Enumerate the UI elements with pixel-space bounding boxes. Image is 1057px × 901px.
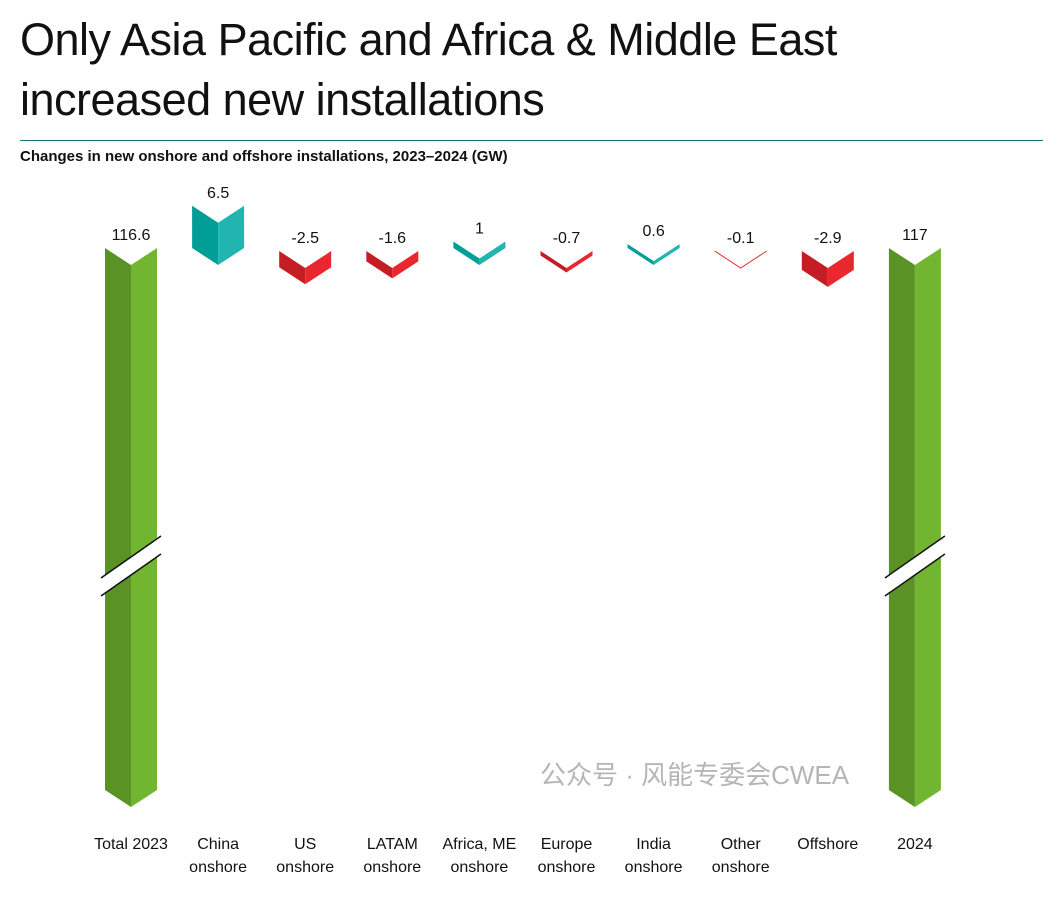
title-line-1: Only Asia Pacific and Africa & Middle Ea… [20,14,837,65]
data-label-9: 117 [902,227,928,244]
chart-subtitle: Changes in new onshore and offshore inst… [20,148,508,165]
bar-8-right-face [827,251,854,287]
data-label-8: -2.9 [814,230,842,247]
bar-4-left-face [453,241,480,265]
bar-9-left-face [888,248,915,807]
data-label-7: -0.1 [727,230,755,247]
category-label-7: onshore [712,859,770,876]
category-label-6: India [636,836,671,853]
bar-1-left-face [192,205,219,265]
category-label-9: 2024 [897,836,933,853]
category-label-1: China [197,836,239,853]
axis-break-line-9 [884,535,946,579]
data-label-2: -2.5 [291,230,319,247]
axis-break-line-9 [884,553,946,597]
axis-break-9 [884,536,945,596]
category-label-2: onshore [276,859,334,876]
bar-5-right-face [566,251,593,273]
bar-6-right-face [653,244,680,265]
category-label-6: onshore [625,859,683,876]
watermark: 公众号 · 风能专委会CWEA [540,760,850,790]
category-label-0: Total 2023 [94,836,168,853]
category-label-8: Offshore [797,836,858,853]
axis-break-line-0 [100,553,162,597]
title-line-2: increased new installations [20,74,545,125]
bar-9-right-face [914,248,941,807]
category-label-1: onshore [189,859,247,876]
bar-0-right-face [131,248,157,807]
bar-7-outline [714,250,767,269]
category-label-3: LATAM [367,836,418,853]
axis-break-line-0 [100,535,162,579]
data-label-4: 1 [475,221,484,238]
bar-2-right-face [305,251,332,285]
data-label-1: 6.5 [207,185,229,202]
category-label-4: Africa, ME [443,836,517,853]
chart-title: Only Asia Pacific and Africa & Middle Ea… [20,10,837,130]
bar-3-right-face [392,251,419,279]
category-label-5: Europe [541,836,593,853]
data-label-0: 116.6 [112,227,151,244]
title-divider [20,140,1043,141]
axis-break-0 [101,536,161,596]
bar-3-left-face [366,251,393,279]
bar-6-left-face [627,244,654,265]
category-label-5: onshore [538,859,596,876]
bar-4-right-face [479,241,506,265]
bar-2-left-face [279,251,306,285]
category-label-2: US [294,836,316,853]
bar-0-left-face [105,248,131,807]
data-label-6: 0.6 [642,223,664,240]
bar-8-left-face [801,251,828,287]
category-label-3: onshore [363,859,421,876]
bar-5-left-face [540,251,567,273]
data-label-5: -0.7 [553,230,581,247]
category-label-7: Other [721,836,762,853]
category-label-4: onshore [450,859,508,876]
data-label-3: -1.6 [379,230,407,247]
bar-1-right-face [218,205,245,265]
